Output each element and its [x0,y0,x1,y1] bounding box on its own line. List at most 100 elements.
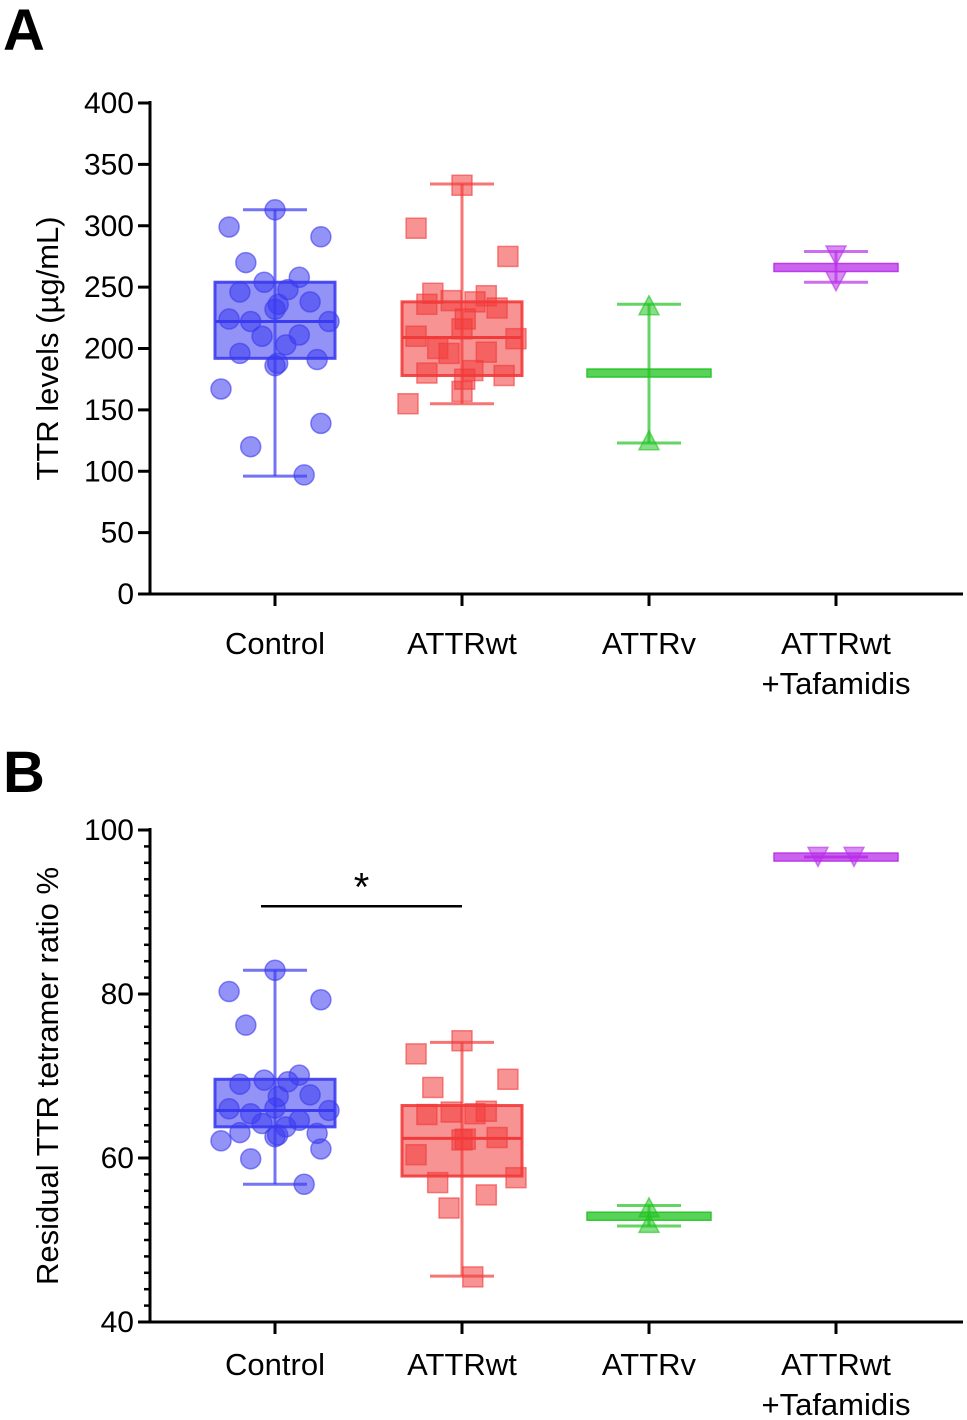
panel-b: B 40 60 80 100 Residual TTR tetramer ratio %… [3,740,963,1420]
panel-a-control-point [264,298,286,320]
panel-a-category-label-attrwt-tafamidis: ATTRwt +Tafamidis [761,626,910,701]
panel-b-category-label-attrwt: ATTRwt [407,1347,517,1382]
panel-b-attrwt-tafamidis-point [842,846,866,869]
panel-a-attrwt-point [451,380,473,403]
category-label-line: Control [225,626,325,661]
panel-a-attrv-group [586,294,712,451]
panel-b-attrwt-point [438,1197,460,1219]
panel-b-control-point [318,1099,340,1122]
panel-a-y-tick-label: 250 [84,271,134,304]
panel-a-control-point [264,199,286,221]
panel-a-attrwt-point [497,245,519,268]
panel-a-category-label-attrwt: ATTRwt [407,626,517,661]
panel-a-control-point [310,226,332,248]
panel-b-control-point [264,1125,286,1148]
panel-a-attrwt-tafamidis-point [824,245,848,267]
panel-b-control-point [218,980,240,1003]
panel-a-attrwt-point [397,392,419,415]
panel-a-attrwt-tafamidis-group [773,245,899,293]
panel-b-attrwt-tafamidis-point [806,846,830,869]
panel-a-attrwt-point [440,289,462,312]
panel-a-attrwt-point [416,293,438,316]
panel-a-attrwt-point [416,362,438,384]
panel-a: A 0 50 100 150 200 250 300 350 400 TTR levels (µg… [3,0,963,701]
panel-b-control-point [229,1073,251,1095]
panel-b-attrwt-point [416,1103,438,1126]
panel-a-y-tick-label: 50 [101,517,134,550]
panel-b-control-point [218,1098,240,1120]
panel-b-attrwt-point [422,1076,444,1099]
category-label-line: ATTRwt [781,1347,891,1382]
panel-a-y-tick-label: 400 [84,87,134,120]
panel-b-control-point [239,1148,262,1170]
panel-a-control-point [210,378,232,400]
panel-a-attrv-median [586,368,712,378]
panel-a-attrv-point [637,294,661,316]
panel-b-attrwt-point [475,1184,498,1206]
panel-a-y-tick-label: 100 [84,455,134,488]
panel-b-control-point [299,1084,321,1106]
panel-a-y-axis-title: TTR levels (µg/mL) [30,216,65,480]
panel-b-attrwt-point [440,1101,462,1123]
panel-a-control-point [239,435,262,458]
category-label-line: +Tafamidis [761,666,910,701]
category-label-line: ATTRwt [407,1347,517,1382]
panel-letter-b: B [3,740,45,805]
panel-b-attrv-point [637,1211,661,1234]
panel-a-control-point [264,354,286,377]
panel-b-attrwt-point [462,1266,484,1288]
panel-a-control-point [239,310,262,333]
panel-b-control-point [251,1112,273,1135]
panel-b-y-tick-label: 40 [101,1306,134,1339]
panel-b-y-tick-label: 80 [101,978,134,1011]
panel-a-attrwt-point [493,364,515,387]
panel-b-control-point [264,1097,286,1119]
panel-b-attrwt-tafamidis-group [773,846,899,869]
panel-b-control-point [235,1014,257,1036]
category-label-line: ATTRwt [407,626,517,661]
panel-b-attrv-group [586,1196,712,1234]
panel-a-attrwt-tafamidis-point [824,271,848,293]
panel-a-attrwt-point [405,217,427,239]
panel-a-control-point [251,325,273,347]
panel-b-attrwt-point [505,1166,527,1189]
category-label-line: ATTRv [602,626,697,661]
panel-a-attrwt-point [405,325,427,347]
panel-b-y-axis-title: Residual TTR tetramer ratio % [30,867,65,1285]
panel-b-attrwt-point [451,1129,473,1151]
category-label-line: ATTRwt [781,626,891,661]
panel-a-control-point [277,278,299,301]
panel-a-control-point [218,216,240,238]
panel-b-attrwt-point [497,1068,519,1091]
panel-a-attrwt-group [397,174,527,415]
panel-b-category-label-control: Control [225,1347,325,1382]
panel-b-control-point [310,988,332,1011]
panel-a-control-point [310,412,332,435]
panel-b-y-tick-label: 60 [101,1142,134,1175]
panel-a-attrwt-point [451,318,473,340]
panel-b-control-point [277,1070,299,1093]
panel-a-attrwt-point [486,297,508,319]
panel-b-control-point [253,1069,275,1091]
panel-a-control-point [293,464,315,486]
panel-b-control-point [310,1138,332,1160]
panel-a-attrwt-point [475,341,498,363]
panel-a-category-label-attrv: ATTRv [602,626,697,661]
panel-b-y-tick-label: 100 [84,814,134,847]
category-label-line: Control [225,1347,325,1382]
panel-b-attrwt-point [405,1043,427,1065]
panel-a-control-group [210,199,340,486]
panel-b-category-label-attrwt-tafamidis: ATTRwt +Tafamidis [761,1347,910,1420]
panel-a-control-point [318,310,340,333]
panel-b-significance-label: * [354,865,370,909]
panel-b-control-point [264,959,286,981]
panel-a-category-label-control: Control [225,626,325,661]
panel-b-control-point [210,1130,232,1152]
panel-a-y-tick-label: 0 [117,578,134,611]
panel-b-control-point [229,1121,251,1144]
panel-b-attrwt-point [451,1029,473,1052]
panel-a-control-point [306,348,328,371]
panel-a-attrwt-point [505,327,527,350]
panel-a-control-point [275,334,297,356]
